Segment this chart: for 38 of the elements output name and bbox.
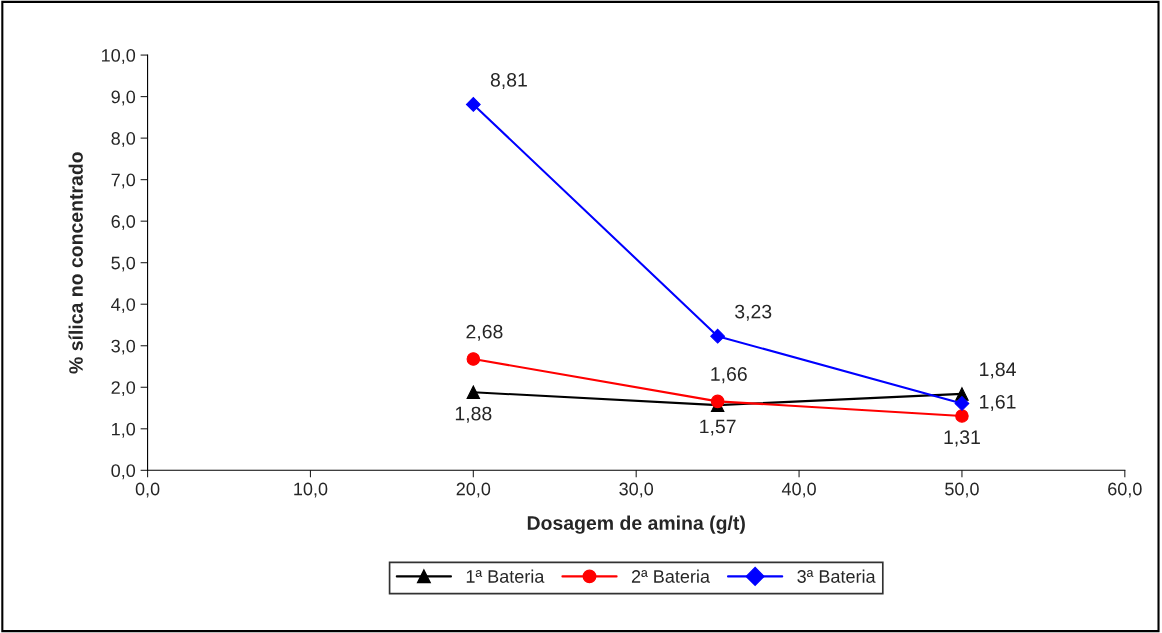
y-tick-label: 1,0	[112, 422, 136, 438]
y-tick-label: 10,0	[102, 49, 136, 64]
x-axis-title: Dosagem de amina (g/t)	[527, 515, 745, 534]
legend-label: 3ª Bateria	[797, 569, 876, 583]
data-label: 1,31	[944, 430, 980, 447]
data-label: 1,84	[980, 362, 1016, 379]
x-tick-label: 10,0	[294, 482, 328, 498]
y-tick-label: 0,0	[111, 464, 136, 480]
x-tick-label: 20,0	[456, 482, 491, 498]
legend-label: 2ª Bateria	[631, 569, 710, 583]
data-label: 1,61	[980, 394, 1016, 411]
y-axis-title: % sílica no concentrado	[68, 152, 83, 374]
y-tick-label: 5,0	[111, 256, 136, 272]
y-tick-label: 3,0	[111, 339, 136, 355]
data-label: 1,88	[455, 406, 492, 423]
point	[466, 352, 481, 366]
x-tick-label: 0,0	[135, 482, 160, 498]
data-label: 2,68	[466, 324, 503, 341]
data-label: 1,66	[711, 367, 747, 384]
x-tick-label: 30,0	[619, 482, 654, 498]
y-tick-label: 8,0	[111, 132, 136, 147]
y-tick-label: 7,0	[111, 173, 136, 189]
y-tick-label: 2,0	[111, 381, 136, 397]
point	[955, 409, 969, 423]
point	[710, 328, 726, 344]
point	[465, 97, 481, 112]
y-tick-label: 6,0	[111, 215, 136, 231]
x-tick-label: 40,0	[781, 482, 816, 498]
legend-label: 1ª Bateria	[466, 569, 545, 583]
point	[466, 385, 481, 400]
x-tick-label: 60,0	[1108, 482, 1142, 498]
point	[954, 396, 970, 411]
y-tick-label: 9,0	[111, 90, 136, 106]
data-label: 8,81	[490, 72, 527, 90]
x-tick-label: 50,0	[945, 482, 979, 498]
y-tick-label: 4,0	[111, 298, 136, 314]
data-label: 1,57	[700, 419, 736, 436]
data-label: 3,23	[735, 304, 772, 321]
